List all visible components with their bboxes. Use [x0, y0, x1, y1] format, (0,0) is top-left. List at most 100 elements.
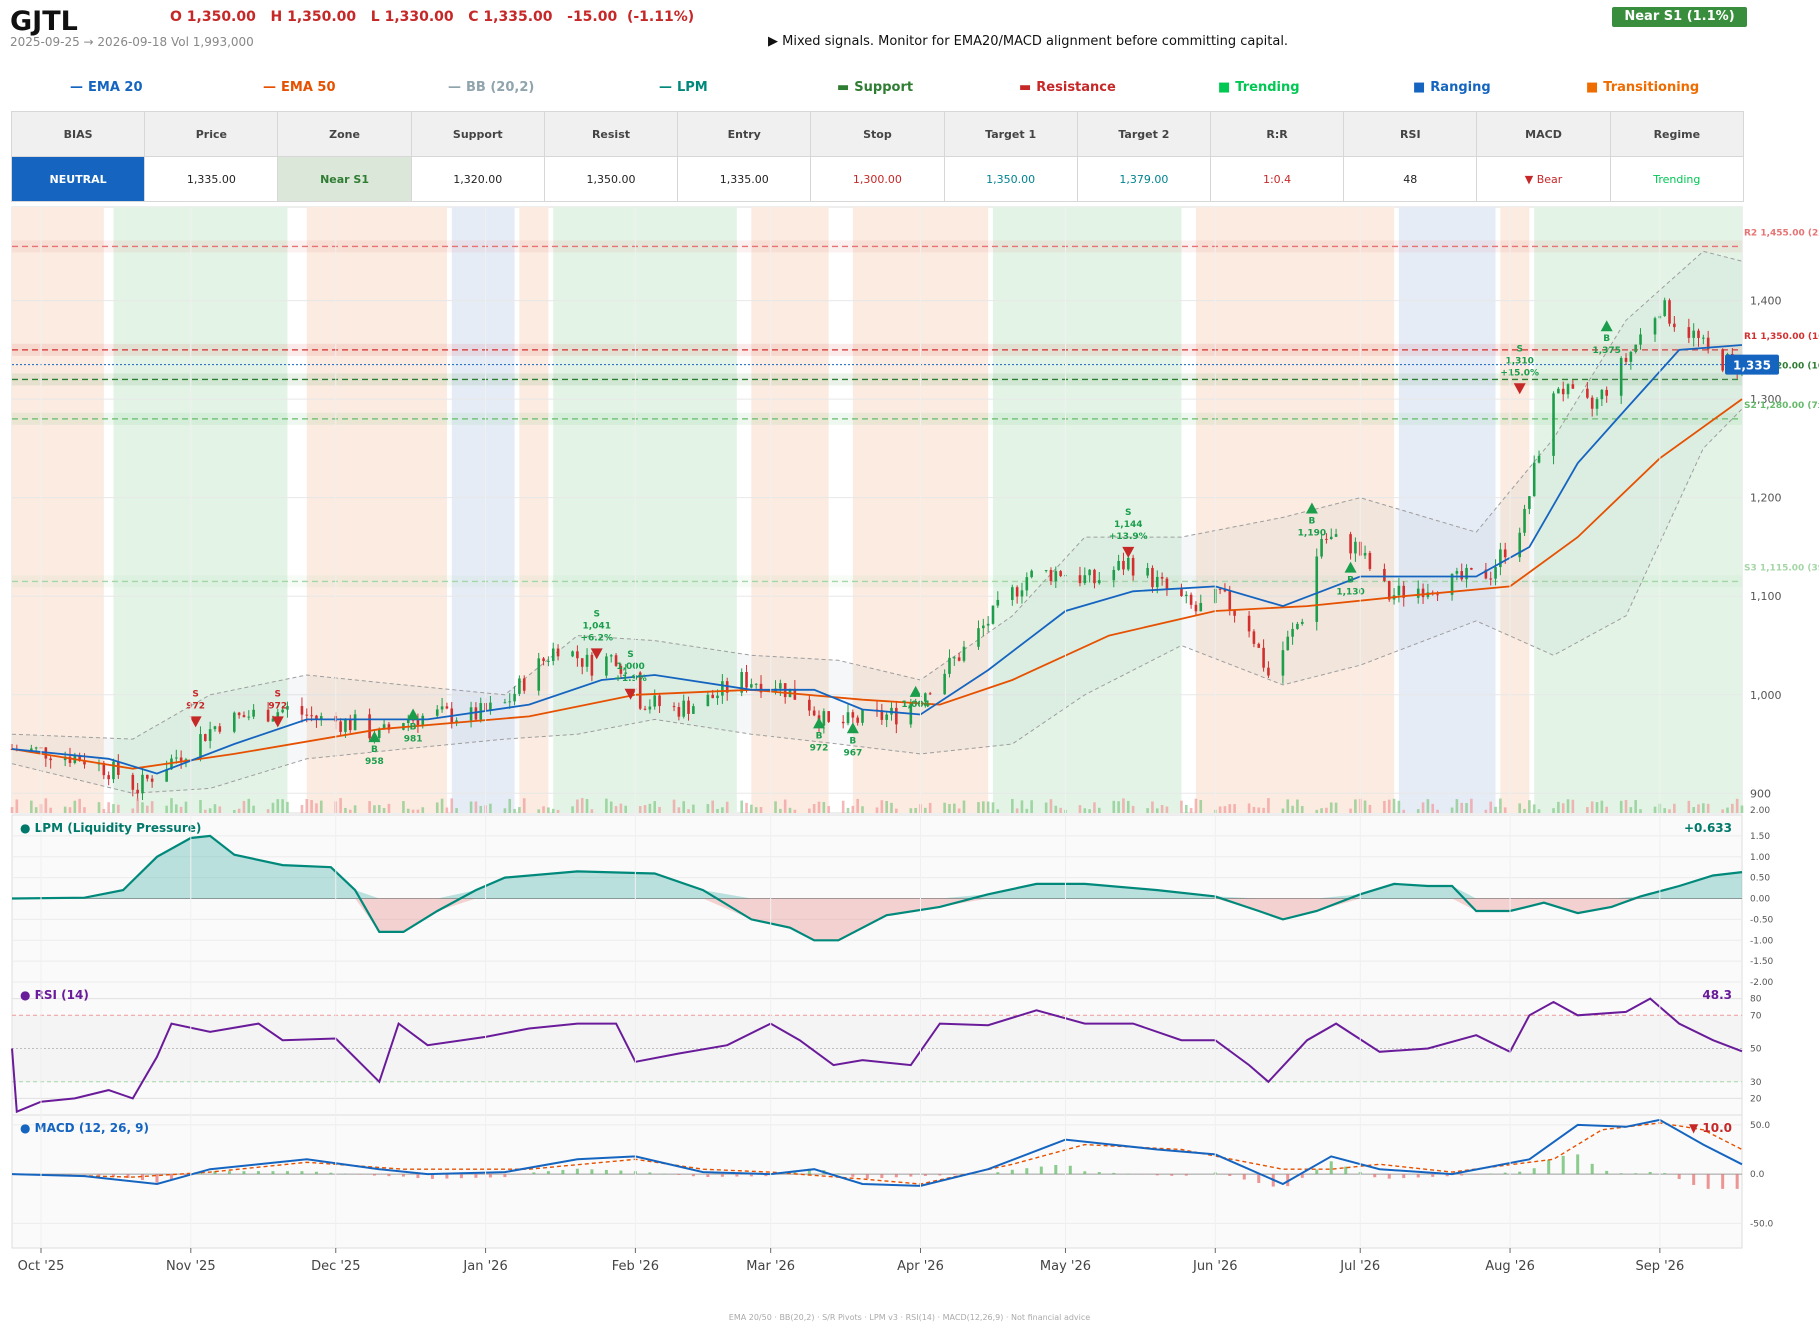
volume-bar — [411, 809, 415, 813]
macd-histogram-bar — [1373, 1174, 1377, 1178]
volume-bar — [402, 801, 405, 813]
candle-body — [368, 714, 371, 739]
candle-body — [416, 720, 420, 726]
volume-bar — [890, 802, 893, 813]
macd-histogram-bar — [1532, 1168, 1536, 1175]
volume-bar — [861, 806, 864, 813]
candle-body — [1537, 455, 1541, 463]
candle-body — [653, 695, 657, 707]
macd-histogram-bar — [1416, 1174, 1420, 1178]
macd-histogram-bar — [140, 1174, 144, 1181]
legend-item-trending[interactable]: ■ Trending — [1218, 80, 1300, 95]
macd-histogram-bar — [1010, 1169, 1014, 1175]
volume-bar — [1059, 807, 1062, 813]
volume-bar — [1663, 808, 1666, 813]
candle-body — [1228, 591, 1232, 611]
volume-bar — [373, 805, 376, 813]
x-tick-label: Jun '26 — [1192, 1259, 1238, 1274]
volume-bar — [213, 804, 217, 813]
candle-body — [924, 693, 927, 702]
volume-bar — [1518, 803, 1522, 813]
price-tick-label: 1,100 — [1750, 590, 1782, 603]
macd-histogram-bar — [430, 1174, 434, 1179]
candle-body — [199, 734, 202, 760]
candle-body — [716, 695, 719, 699]
candle-body — [1363, 552, 1367, 556]
candle-body — [1252, 631, 1256, 644]
candle-body — [348, 719, 352, 731]
legend-item-ema20[interactable]: — EMA 20 — [70, 80, 143, 95]
x-tick-label: Jul '26 — [1339, 1259, 1380, 1274]
volume-bar — [117, 804, 120, 813]
macd-histogram-bar — [1097, 1172, 1101, 1175]
macd-histogram-bar — [1170, 1174, 1174, 1176]
candle-body — [1706, 337, 1710, 350]
legend-item-transitioning[interactable]: ■ Transitioning — [1586, 80, 1699, 95]
legend-item-resistance[interactable]: ▬ Resistance — [1019, 80, 1116, 95]
macd-histogram-bar — [300, 1171, 304, 1175]
candle-body — [648, 706, 652, 710]
volume-bar — [1436, 809, 1439, 813]
lpm-tick-label: 1.50 — [1750, 832, 1770, 842]
macd-histogram-bar — [923, 1174, 927, 1176]
table-cell: 1,335.00 — [677, 156, 812, 202]
macd-histogram-bar — [1068, 1165, 1072, 1175]
candle-body — [571, 651, 574, 657]
volume-bar — [310, 800, 313, 813]
volume-bar — [1160, 804, 1164, 813]
volume-bar — [503, 808, 507, 813]
volume-bar — [455, 808, 458, 813]
legend-item-ema50[interactable]: — EMA 50 — [263, 80, 336, 95]
macd-histogram-bar — [1489, 1173, 1493, 1175]
candle-body — [503, 702, 507, 704]
volume-bar — [1165, 806, 1169, 813]
candle-body — [638, 672, 642, 709]
volume-bar — [1131, 805, 1135, 813]
volume-bar — [1387, 799, 1391, 813]
volume-bar — [1634, 800, 1637, 813]
x-tick-label: Dec '25 — [311, 1259, 360, 1274]
volume-bar — [754, 807, 758, 813]
volume-bar — [1233, 804, 1236, 813]
volume-bar — [1465, 803, 1468, 813]
legend-item-support[interactable]: ▬ Support — [837, 80, 913, 95]
chart-legend: — EMA 20 — EMA 50 — BB (20,2) — LPM ▬ Support… — [0, 80, 1740, 100]
candle-body — [522, 678, 526, 691]
volume-bar — [440, 798, 444, 813]
candle-body — [624, 672, 628, 674]
buy-signal-marker — [368, 731, 381, 743]
volume-bar — [141, 802, 144, 813]
macd-histogram-bar — [155, 1174, 159, 1183]
macd-histogram-bar — [691, 1174, 695, 1177]
candle-body — [1194, 604, 1198, 612]
volume-bar — [672, 799, 676, 813]
table-cell: ▼ Bear — [1476, 156, 1611, 202]
candle-body — [165, 769, 168, 782]
candle-body — [759, 683, 763, 693]
macd-histogram-bar — [749, 1174, 753, 1177]
volume-bar — [469, 801, 473, 813]
legend-item-ranging[interactable]: ■ Ranging — [1413, 80, 1491, 95]
macd-histogram-bar — [1387, 1174, 1391, 1179]
volume-bar — [232, 809, 236, 813]
legend-item-lpm[interactable]: — LPM — [659, 80, 708, 95]
volume-bar — [1489, 801, 1493, 813]
lpm-line — [11, 834, 1743, 942]
candle-body — [1503, 549, 1507, 558]
candle-body — [692, 706, 695, 714]
candle-body — [112, 761, 115, 780]
candle-body — [1291, 628, 1294, 637]
candle-body — [982, 625, 985, 629]
candle-body — [1561, 388, 1565, 395]
volume-bar — [1673, 803, 1676, 813]
x-tick-label: Aug '26 — [1485, 1259, 1535, 1274]
macd-histogram-bar — [126, 1174, 130, 1178]
macd-tick-label: 0.0 — [1750, 1170, 1765, 1180]
buy-signal-marker — [846, 722, 859, 734]
level-label: R2 1,455.00 (2x) — [1744, 228, 1819, 238]
signal-label: S — [1125, 508, 1131, 518]
legend-item-bb[interactable]: — BB (20,2) — [448, 80, 534, 95]
volume-bar — [996, 809, 1000, 813]
signal-label: B — [1347, 576, 1354, 586]
